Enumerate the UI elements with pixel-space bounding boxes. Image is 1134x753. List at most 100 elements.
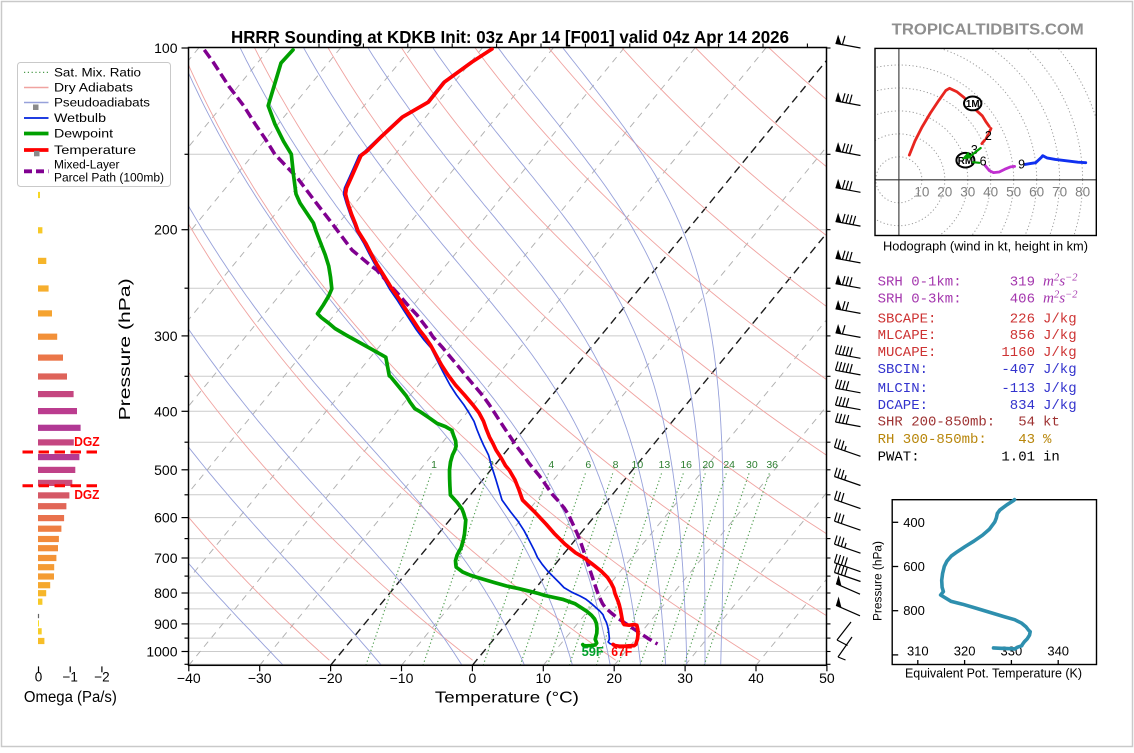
svg-text:Dewpoint: Dewpoint <box>54 127 114 141</box>
svg-text:J/kg: J/kg <box>1043 328 1077 344</box>
svg-text:10: 10 <box>536 670 552 686</box>
svg-text:67F: 67F <box>611 644 632 659</box>
svg-text:59F: 59F <box>582 644 604 659</box>
svg-text:Dry Adiabats: Dry Adiabats <box>54 81 133 95</box>
svg-text:60: 60 <box>1029 185 1044 200</box>
svg-text:310: 310 <box>907 644 929 659</box>
svg-text:1.01: 1.01 <box>1001 450 1035 466</box>
svg-text:Pressure (hPa): Pressure (hPa) <box>873 541 885 621</box>
svg-text:Parcel Path (100mb): Parcel Path (100mb) <box>54 170 164 184</box>
svg-text:−1: −1 <box>62 669 77 684</box>
svg-text:−30: −30 <box>248 670 272 686</box>
svg-text:600: 600 <box>154 510 178 526</box>
svg-text:226: 226 <box>1010 311 1035 327</box>
svg-text:200: 200 <box>154 222 178 238</box>
svg-text:−10: −10 <box>390 670 414 686</box>
svg-text:4: 4 <box>548 459 554 471</box>
svg-text:SHR 200-850mb:: SHR 200-850mb: <box>878 415 996 431</box>
svg-text:2: 2 <box>985 129 992 143</box>
svg-text:300: 300 <box>154 328 178 344</box>
svg-text:36: 36 <box>766 459 778 471</box>
svg-text:TROPICALTIDBITS.COM: TROPICALTIDBITS.COM <box>892 22 1084 39</box>
svg-text:340: 340 <box>1047 644 1069 659</box>
svg-text:0: 0 <box>469 670 477 686</box>
svg-text:0: 0 <box>35 669 43 684</box>
svg-text:834: 834 <box>1010 398 1035 414</box>
svg-text:J/kg: J/kg <box>1043 311 1077 327</box>
svg-text:RH 300-850mb:: RH 300-850mb: <box>878 432 987 448</box>
svg-text:600: 600 <box>903 559 925 574</box>
svg-text:9: 9 <box>1018 158 1025 172</box>
svg-text:HRRR Sounding at KDKB Init: 03: HRRR Sounding at KDKB Init: 03z Apr 14 [… <box>231 27 789 47</box>
svg-text:DGZ: DGZ <box>74 488 99 502</box>
svg-text:30: 30 <box>677 670 693 686</box>
svg-text:100: 100 <box>154 40 178 56</box>
svg-text:MLCIN:: MLCIN: <box>878 381 928 397</box>
svg-text:-113: -113 <box>1001 381 1035 397</box>
svg-text:6: 6 <box>980 155 987 169</box>
svg-text:500: 500 <box>154 462 178 478</box>
svg-text:900: 900 <box>154 616 178 632</box>
svg-text:Pressure (hPa): Pressure (hPa) <box>117 278 134 420</box>
svg-text:DCAPE:: DCAPE: <box>878 398 928 414</box>
svg-text:50: 50 <box>819 670 835 686</box>
svg-text:in: in <box>1043 450 1060 466</box>
svg-text:10: 10 <box>914 185 929 200</box>
svg-text:−2: −2 <box>94 669 109 684</box>
svg-text:Mixed-Layer: Mixed-Layer <box>54 157 120 171</box>
svg-text:Sat. Mix. Ratio: Sat. Mix. Ratio <box>54 65 141 79</box>
svg-text:SBCIN:: SBCIN: <box>878 362 928 378</box>
svg-text:319: 319 <box>1010 274 1035 290</box>
svg-text:400: 400 <box>903 515 925 530</box>
svg-text:13: 13 <box>659 459 671 471</box>
svg-text:DGZ: DGZ <box>74 435 100 449</box>
svg-text:Temperature: Temperature <box>54 143 136 157</box>
svg-text:70: 70 <box>1052 185 1067 200</box>
svg-text:30: 30 <box>746 459 758 471</box>
svg-text:J/kg: J/kg <box>1043 381 1077 397</box>
svg-text:16: 16 <box>680 459 692 471</box>
svg-text:J/kg: J/kg <box>1043 398 1077 414</box>
svg-text:20: 20 <box>606 670 622 686</box>
svg-text:1160: 1160 <box>1001 345 1035 361</box>
svg-text:700: 700 <box>154 550 178 566</box>
svg-text:43: 43 <box>1018 432 1035 448</box>
svg-text:PWAT:: PWAT: <box>878 450 920 466</box>
svg-text:24: 24 <box>723 459 735 471</box>
svg-text:SRH 0-3km:: SRH 0-3km: <box>878 291 962 307</box>
svg-text:1M: 1M <box>966 99 980 110</box>
svg-text:1: 1 <box>431 459 437 471</box>
svg-text:40: 40 <box>983 185 998 200</box>
svg-text:406: 406 <box>1010 291 1035 307</box>
svg-text:%: % <box>1043 432 1052 448</box>
svg-text:80: 80 <box>1075 185 1090 200</box>
svg-text:-407: -407 <box>1001 362 1035 378</box>
svg-text:50: 50 <box>1006 185 1021 200</box>
svg-text:400: 400 <box>154 403 178 419</box>
svg-text:RM: RM <box>958 156 973 167</box>
svg-text:Wetbulb: Wetbulb <box>54 111 106 125</box>
svg-text:MLCAPE:: MLCAPE: <box>878 328 937 344</box>
svg-text:−20: −20 <box>319 670 343 686</box>
svg-text:J/kg: J/kg <box>1043 345 1077 361</box>
svg-text:3: 3 <box>971 143 978 157</box>
svg-text:20: 20 <box>937 185 952 200</box>
svg-text:54: 54 <box>1018 415 1035 431</box>
svg-text:Equivalent Pot. Temperature (K: Equivalent Pot. Temperature (K) <box>905 666 1082 680</box>
svg-text:6: 6 <box>585 459 591 471</box>
svg-text:Hodograph (wind in kt, height: Hodograph (wind in kt, height in km) <box>883 239 1088 254</box>
svg-text:SRH 0-1km:: SRH 0-1km: <box>878 274 962 290</box>
svg-text:800: 800 <box>154 585 178 601</box>
svg-text:1000: 1000 <box>146 644 177 660</box>
svg-text:kt: kt <box>1043 415 1060 431</box>
svg-text:SBCAPE:: SBCAPE: <box>878 311 937 327</box>
svg-text:J/kg: J/kg <box>1043 362 1077 378</box>
svg-text:30: 30 <box>960 185 975 200</box>
svg-text:320: 320 <box>954 644 976 659</box>
svg-text:8: 8 <box>613 459 619 471</box>
svg-text:−40: −40 <box>177 670 201 686</box>
svg-text:40: 40 <box>748 670 764 686</box>
svg-text:MUCAPE:: MUCAPE: <box>878 345 937 361</box>
svg-text:856: 856 <box>1010 328 1035 344</box>
svg-text:800: 800 <box>903 603 925 618</box>
